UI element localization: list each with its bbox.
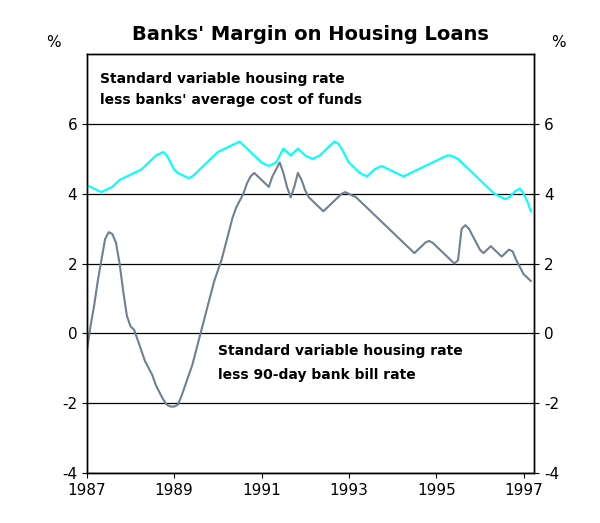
Text: Standard variable housing rate: Standard variable housing rate (218, 344, 463, 358)
Text: %: % (47, 35, 61, 50)
Text: less 90-day bank bill rate: less 90-day bank bill rate (218, 368, 416, 382)
Text: Standard variable housing rate: Standard variable housing rate (100, 72, 345, 86)
Title: Banks' Margin on Housing Loans: Banks' Margin on Housing Loans (132, 26, 489, 44)
Text: less banks' average cost of funds: less banks' average cost of funds (100, 93, 362, 107)
Text: %: % (551, 35, 566, 50)
